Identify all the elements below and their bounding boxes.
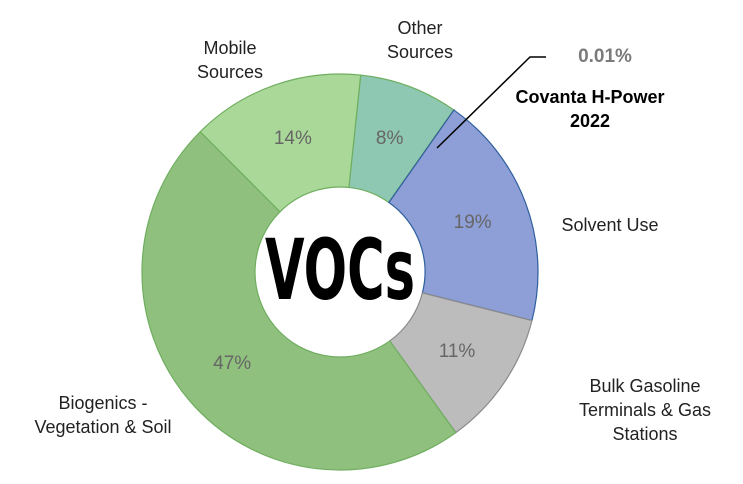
category-label: Solvent Use xyxy=(561,215,659,235)
slice xyxy=(199,73,362,213)
slice xyxy=(388,109,539,322)
value-label: 11% xyxy=(438,340,476,362)
category-label: Biogenics - Vegetation & Soil xyxy=(34,393,172,437)
value-label: 19% xyxy=(453,211,492,233)
value-label: 8% xyxy=(375,128,404,150)
category-label: Covanta H-Power 2022 xyxy=(515,87,665,131)
category-label: Mobile Sources xyxy=(196,38,264,82)
value-label: 14% xyxy=(273,127,312,149)
center-hole xyxy=(256,188,424,356)
center-label: VOCs xyxy=(265,221,415,319)
callout-line xyxy=(436,56,546,149)
value-label: 47% xyxy=(213,352,252,374)
category-label: Other Sources xyxy=(386,18,454,62)
category-label: Bulk Gasoline Terminals & Gas Stations xyxy=(578,376,712,444)
slice xyxy=(141,130,457,471)
value-label: 0.01% xyxy=(578,46,632,67)
